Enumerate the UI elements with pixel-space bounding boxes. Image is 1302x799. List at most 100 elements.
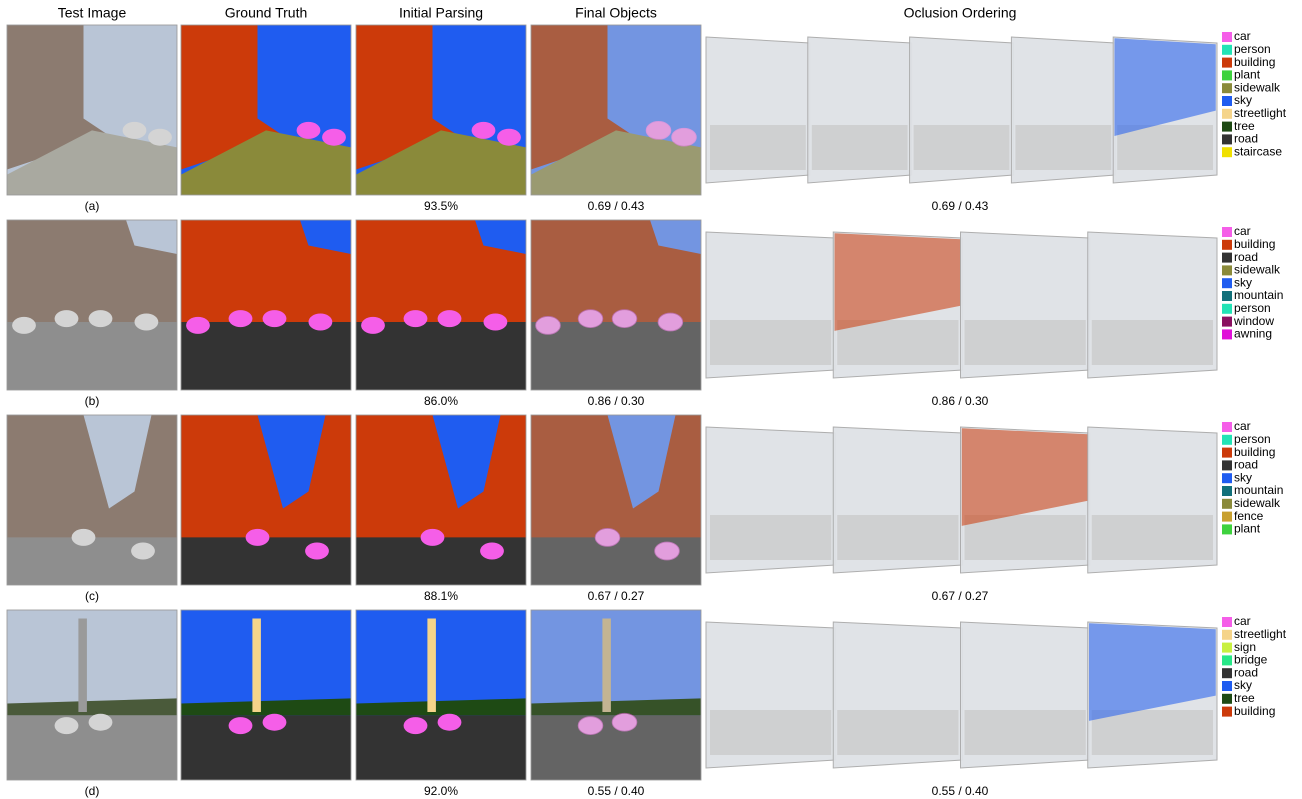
scene-layer [7, 220, 177, 390]
car-region [472, 122, 496, 139]
car-region [305, 543, 329, 560]
legend-swatch [1222, 227, 1232, 237]
legend-swatch [1222, 668, 1232, 678]
road-region [7, 537, 177, 585]
scene-layer [181, 610, 351, 780]
legend-swatch [1222, 681, 1232, 691]
legend-swatch [1222, 473, 1232, 483]
car-region [123, 122, 147, 139]
streetlight-region [78, 619, 87, 713]
legend-swatch [1222, 240, 1232, 250]
legend-swatch [1222, 32, 1232, 42]
final-score: 0.55 / 0.40 [588, 784, 645, 798]
ordering-road [914, 125, 1010, 170]
legend-swatch [1222, 655, 1232, 665]
car-region [186, 317, 210, 334]
legend-swatch [1222, 58, 1232, 68]
car-region [596, 529, 620, 546]
ordering-road [710, 125, 806, 170]
car-region [536, 317, 560, 334]
scene-layer [531, 220, 701, 390]
scene-layer [181, 415, 351, 585]
car-region [246, 529, 270, 546]
image-panel [531, 415, 701, 585]
ordering-road [965, 320, 1086, 365]
row-label: (b) [85, 394, 100, 408]
scene-layer [7, 415, 177, 585]
final-score: 0.86 / 0.30 [588, 394, 645, 408]
image-panel [181, 610, 351, 780]
legend-swatch [1222, 643, 1232, 653]
car-region [55, 310, 79, 327]
legend-swatch [1222, 329, 1232, 339]
car-region [438, 310, 462, 327]
column-header: Test Image [58, 5, 127, 21]
car-region [480, 543, 504, 560]
car-region [55, 717, 79, 734]
image-panel [7, 25, 177, 195]
road-region [356, 322, 526, 390]
legend-swatch [1222, 45, 1232, 55]
row-label: (d) [85, 784, 100, 798]
legend-swatch [1222, 630, 1232, 640]
legend-swatch [1222, 512, 1232, 522]
road-region [181, 322, 351, 390]
ordering-road [837, 710, 958, 755]
legend-swatch [1222, 291, 1232, 301]
ordering-score: 0.67 / 0.27 [932, 589, 989, 603]
road-region [181, 537, 351, 585]
car-region [309, 314, 333, 331]
car-region [263, 714, 287, 731]
ordering-road [710, 320, 831, 365]
car-region [322, 129, 346, 146]
ordering-road [1092, 515, 1213, 560]
legend-swatch [1222, 83, 1232, 93]
ordering-road [1015, 125, 1111, 170]
legend-swatch [1222, 147, 1232, 157]
ordering-road [1117, 125, 1213, 170]
scene-layer [356, 415, 526, 585]
scene-layer [7, 25, 177, 195]
scene-layer [531, 25, 701, 195]
car-region [497, 129, 521, 146]
car-region [579, 717, 603, 734]
road-region [7, 322, 177, 390]
car-region [659, 314, 683, 331]
legend-swatch [1222, 96, 1232, 106]
car-region [135, 314, 159, 331]
row-label: (c) [85, 589, 99, 603]
legend-swatch [1222, 422, 1232, 432]
car-region [484, 314, 508, 331]
car-region [263, 310, 287, 327]
legend-label: plant [1234, 522, 1261, 536]
car-region [89, 714, 113, 731]
legend-swatch [1222, 304, 1232, 314]
image-panel [7, 610, 177, 780]
car-region [672, 129, 696, 146]
ordering-road [1092, 320, 1213, 365]
legend-swatch [1222, 486, 1232, 496]
figure: Test Image Ground Truth Initial Parsing … [0, 0, 1302, 799]
parsing-accuracy: 93.5% [424, 199, 458, 213]
image-panel [531, 610, 701, 780]
car-region [131, 543, 155, 560]
car-region [613, 714, 637, 731]
ordering-road [812, 125, 908, 170]
legend-swatch [1222, 70, 1232, 80]
image-panel [356, 415, 526, 585]
legend-swatch [1222, 707, 1232, 717]
ordering-road [710, 515, 831, 560]
car-region [647, 122, 671, 139]
column-header: Oclusion Ordering [904, 5, 1017, 21]
image-panel [531, 25, 701, 195]
image-panel [181, 415, 351, 585]
scene-layer [7, 610, 177, 780]
streetlight-region [427, 619, 436, 713]
image-panel [356, 220, 526, 390]
scene-layer [181, 220, 351, 390]
legend-label: awning [1234, 327, 1272, 341]
streetlight-region [602, 619, 611, 713]
car-region [72, 529, 96, 546]
column-header: Final Objects [575, 5, 657, 21]
car-region [361, 317, 385, 334]
